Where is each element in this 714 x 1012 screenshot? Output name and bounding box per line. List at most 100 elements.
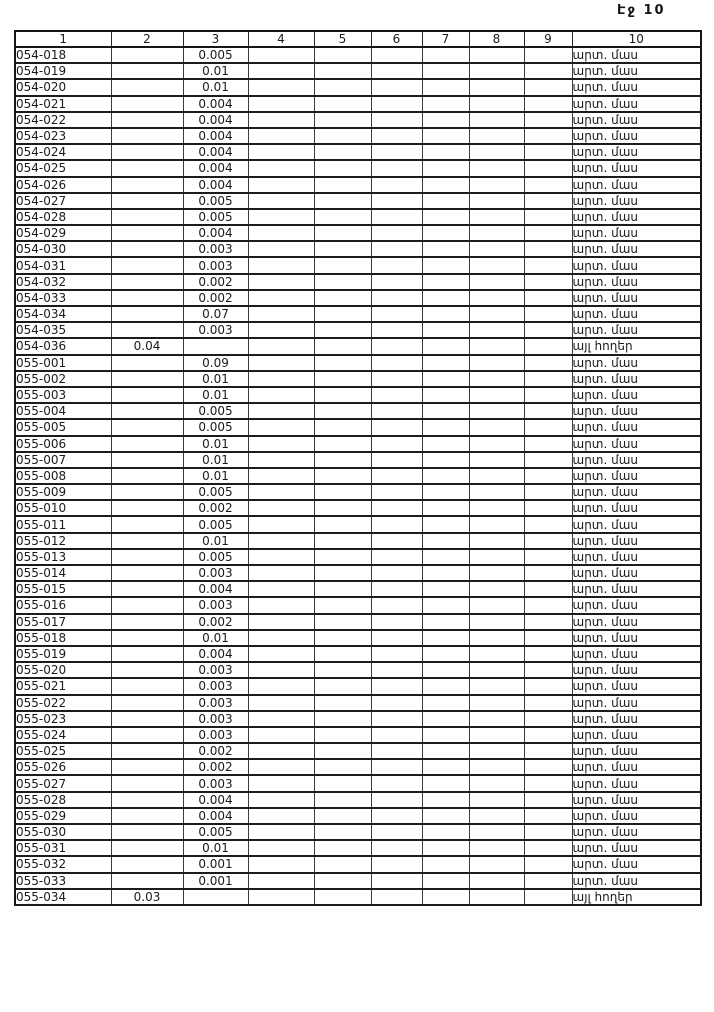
value-cell	[110, 385, 184, 405]
table-row: 055-014 0.003 արտ. մաս	[14, 563, 702, 583]
table-row: 055-029 0.004 արտ. մաս	[14, 806, 702, 826]
value-cell	[523, 709, 573, 728]
value-cell	[421, 304, 470, 324]
land-type-cell: այլ հողեր	[571, 887, 702, 906]
parcel-id-cell: 054-035	[14, 321, 112, 340]
value-cell	[110, 272, 184, 291]
value-cell	[110, 644, 184, 664]
parcel-id-cell: 055-021	[14, 677, 112, 696]
land-type-cell: արտ. մաս	[571, 418, 702, 437]
table-row: 055-003 0.01 արտ. մաս	[14, 385, 702, 405]
value-cell	[421, 563, 470, 583]
value-cell: 0.003	[182, 661, 249, 680]
land-type-cell: արտ. մաս	[571, 191, 702, 210]
value-cell	[247, 596, 315, 615]
value-cell: 0.01	[182, 385, 249, 405]
value-cell: 0.002	[182, 742, 249, 761]
value-cell: 0.004	[182, 790, 249, 809]
value-cell	[523, 45, 573, 65]
value-cell	[468, 191, 525, 210]
land-type-cell: արտ. մաս	[571, 159, 702, 178]
value-cell	[247, 709, 315, 728]
value-cell	[313, 742, 372, 761]
value-cell: 0.005	[182, 207, 249, 227]
value-cell	[421, 159, 470, 178]
value-cell: 0.01	[182, 466, 249, 486]
value-cell	[110, 256, 184, 275]
value-cell	[468, 774, 525, 793]
value-cell	[370, 677, 423, 696]
value-cell	[247, 450, 315, 469]
land-type-cell: արտ. մաս	[571, 207, 702, 227]
value-cell	[468, 709, 525, 728]
parcel-id-cell: 054-027	[14, 191, 112, 210]
value-cell: 0.004	[182, 644, 249, 664]
table-row: 055-025 0.002 արտ. մաս	[14, 742, 702, 761]
value-cell	[110, 531, 184, 550]
value-cell	[370, 175, 423, 194]
land-type-cell: արտ. մաս	[571, 353, 702, 372]
value-cell	[370, 580, 423, 599]
value-cell	[468, 742, 525, 761]
parcel-id-cell: 054-025	[14, 159, 112, 178]
table-row: 054-029 0.004 արտ. մաս	[14, 224, 702, 243]
parcel-id-cell: 054-022	[14, 110, 112, 129]
value-cell	[370, 693, 423, 712]
value-cell: 0.01	[182, 628, 249, 647]
land-type-cell: արտ. մաս	[571, 499, 702, 518]
value-cell: 0.004	[182, 110, 249, 129]
value-cell	[421, 207, 470, 227]
value-cell	[523, 434, 573, 453]
value-cell	[421, 596, 470, 615]
value-cell	[247, 839, 315, 858]
value-cell	[468, 871, 525, 890]
column-header-5: 5	[313, 30, 372, 48]
land-type-cell: արտ. մաս	[571, 596, 702, 615]
parcel-id-cell: 054-032	[14, 272, 112, 291]
value-cell	[468, 547, 525, 567]
value-cell	[370, 742, 423, 761]
value-cell	[421, 94, 470, 113]
value-cell: 0.07	[182, 304, 249, 324]
parcel-id-cell: 055-003	[14, 385, 112, 405]
parcel-id-cell: 055-029	[14, 806, 112, 826]
value-cell	[523, 790, 573, 809]
table-row: 054-035 0.003 արտ. մաս	[14, 321, 702, 340]
parcel-id-cell: 055-004	[14, 402, 112, 421]
value-cell	[110, 839, 184, 858]
value-cell	[247, 126, 315, 146]
value-cell	[468, 628, 525, 647]
value-cell	[370, 353, 423, 372]
table-row: 055-013 0.005 արտ. մաս	[14, 547, 702, 567]
value-cell	[523, 612, 573, 631]
value-cell	[370, 434, 423, 453]
value-cell	[421, 288, 470, 308]
value-cell	[247, 515, 315, 534]
value-cell	[421, 126, 470, 146]
value-cell	[523, 321, 573, 340]
value-cell: 0.005	[182, 483, 249, 502]
value-cell: 0.003	[182, 256, 249, 275]
value-cell	[247, 661, 315, 680]
value-cell	[110, 790, 184, 809]
table-row: 054-034 0.07 արտ. մաս	[14, 304, 702, 324]
value-cell	[468, 596, 525, 615]
value-cell	[421, 531, 470, 550]
value-cell	[370, 143, 423, 162]
value-cell	[110, 612, 184, 631]
value-cell	[110, 369, 184, 388]
table-row: 054-026 0.004 արտ. մաս	[14, 175, 702, 194]
value-cell	[110, 483, 184, 502]
value-cell	[370, 822, 423, 842]
value-cell	[523, 191, 573, 210]
value-cell	[523, 175, 573, 194]
value-cell	[468, 304, 525, 324]
value-cell	[421, 839, 470, 858]
value-cell	[468, 62, 525, 81]
value-cell	[468, 353, 525, 372]
parcel-id-cell: 055-020	[14, 661, 112, 680]
value-cell	[313, 693, 372, 712]
value-cell	[313, 385, 372, 405]
value-cell	[110, 742, 184, 761]
